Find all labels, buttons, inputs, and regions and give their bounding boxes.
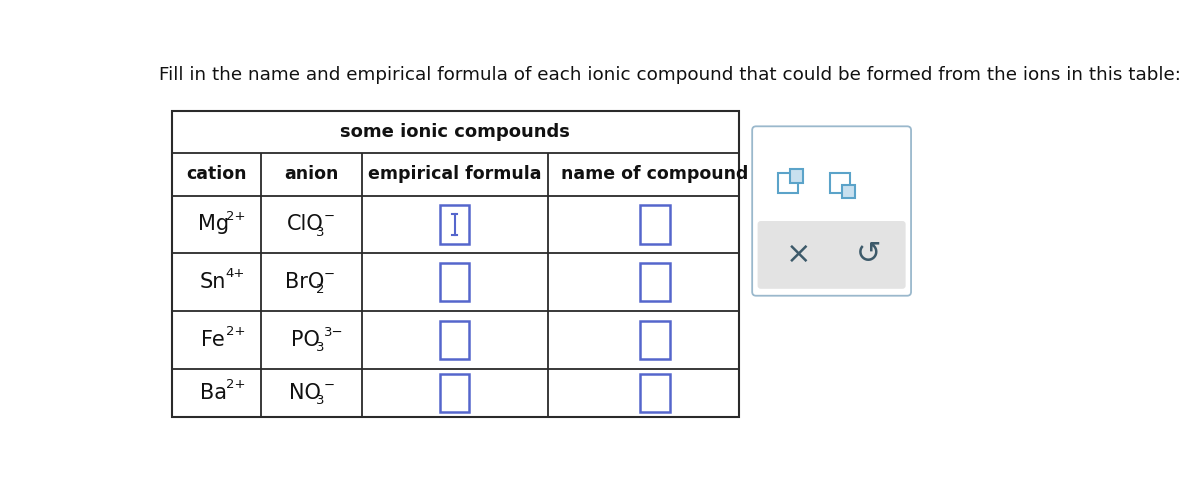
Text: anion: anion — [284, 165, 338, 183]
Bar — [640, 374, 670, 412]
Text: BrO: BrO — [286, 272, 325, 292]
Bar — [640, 321, 670, 359]
FancyBboxPatch shape — [752, 126, 911, 296]
Text: empirical formula: empirical formula — [368, 165, 541, 183]
Text: Ba: Ba — [199, 383, 227, 403]
Text: −: − — [324, 379, 335, 392]
Bar — [440, 205, 469, 244]
Text: cation: cation — [186, 165, 246, 183]
Bar — [440, 374, 469, 412]
Text: Mg: Mg — [198, 215, 229, 235]
Text: 2+: 2+ — [226, 209, 245, 223]
Text: 3: 3 — [316, 225, 324, 239]
Text: 4+: 4+ — [226, 267, 245, 280]
Bar — [640, 205, 670, 244]
Text: −: − — [324, 268, 335, 281]
Bar — [440, 263, 469, 302]
Text: −: − — [324, 210, 335, 224]
Text: some ionic compounds: some ionic compounds — [341, 123, 570, 141]
FancyBboxPatch shape — [757, 221, 906, 289]
Text: ×: × — [786, 241, 811, 269]
Text: 2: 2 — [316, 284, 324, 296]
Text: Sn: Sn — [200, 272, 227, 292]
Bar — [790, 169, 803, 183]
Text: name of compound: name of compound — [562, 165, 749, 183]
Text: PO: PO — [290, 330, 319, 350]
Text: ↺: ↺ — [856, 241, 881, 269]
Text: 3: 3 — [316, 341, 324, 354]
Bar — [440, 321, 469, 359]
Text: 3: 3 — [316, 394, 324, 407]
Text: 3−: 3− — [324, 326, 343, 339]
Text: NO: NO — [289, 383, 320, 403]
Bar — [640, 263, 670, 302]
Bar — [829, 173, 850, 193]
Text: 2+: 2+ — [226, 378, 245, 391]
Text: Fill in the name and empirical formula of each ionic compound that could be form: Fill in the name and empirical formula o… — [160, 66, 1181, 84]
Bar — [172, 111, 739, 417]
Text: ClO: ClO — [287, 215, 323, 235]
Bar — [842, 185, 856, 198]
Bar — [778, 173, 798, 193]
Text: Fe: Fe — [202, 330, 226, 350]
Text: 2+: 2+ — [226, 325, 245, 338]
